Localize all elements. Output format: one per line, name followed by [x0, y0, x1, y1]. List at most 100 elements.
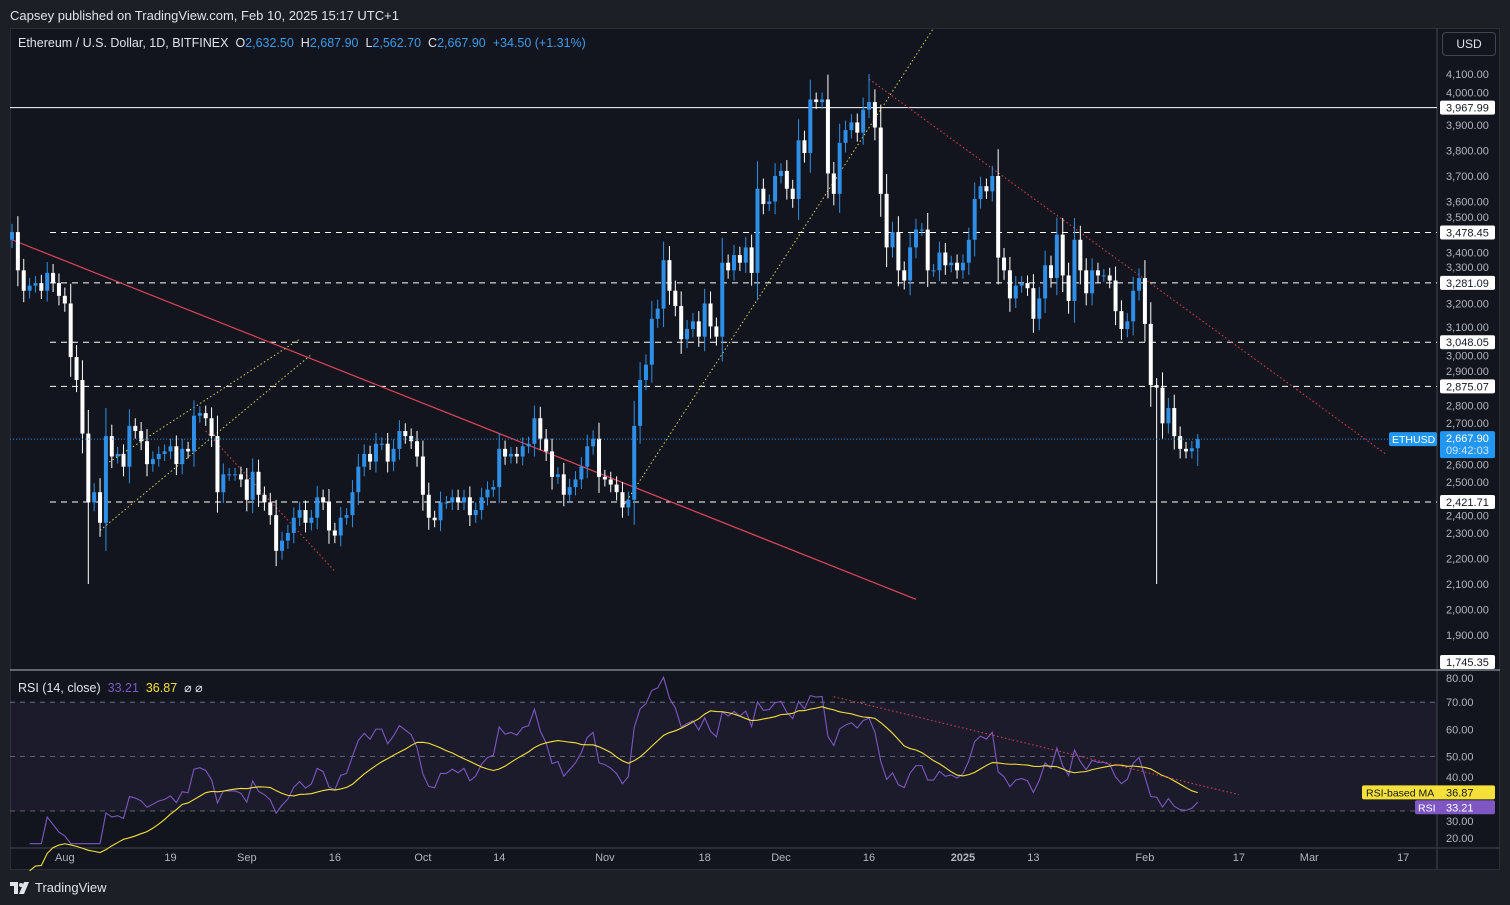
- candle-body: [861, 109, 866, 133]
- candle-body: [561, 474, 566, 495]
- candle-body: [444, 502, 449, 504]
- rsi-ma-line: [29, 706, 1198, 872]
- candle-body: [1137, 278, 1142, 291]
- candle-body: [966, 239, 971, 263]
- rsi-tick-label: 40.00: [1446, 772, 1474, 784]
- candle-body: [632, 425, 637, 500]
- candle-body: [127, 425, 132, 467]
- level-price-badge: [1440, 379, 1495, 394]
- time-tick-label: 16: [863, 852, 875, 864]
- candle-body: [984, 186, 989, 192]
- candle-body: [103, 436, 108, 523]
- candle-body: [80, 380, 85, 434]
- candle-body: [174, 446, 179, 465]
- candle-body: [415, 441, 420, 457]
- open-label: O: [235, 36, 246, 50]
- candle-body: [397, 431, 402, 449]
- candle-body: [1101, 275, 1106, 277]
- time-tick-label: 16: [329, 852, 341, 864]
- rsi-value: 33.21: [107, 681, 139, 695]
- candle-body: [1084, 270, 1089, 294]
- candle-body: [872, 102, 877, 128]
- level-price-label: 3,281.09: [1446, 278, 1489, 290]
- candle-body: [708, 303, 713, 327]
- candle-body: [1060, 234, 1065, 276]
- candle-body: [1095, 270, 1100, 276]
- currency-button[interactable]: USD: [1442, 32, 1496, 56]
- candle-body: [27, 285, 32, 291]
- candle-body: [761, 188, 766, 205]
- candle-body: [115, 453, 120, 457]
- price-tick-label: 3,500.00: [1446, 212, 1489, 224]
- change-value: +34.50 (+1.31%): [492, 36, 586, 50]
- candle-body: [667, 260, 672, 291]
- candle-body: [831, 173, 836, 194]
- price-tick-label: 4,000.00: [1446, 88, 1489, 100]
- candle-body: [297, 510, 302, 518]
- symbol-badge: [1389, 432, 1437, 447]
- rsi-tick-label: 20.00: [1446, 833, 1474, 845]
- price-tick-label: 2,400.00: [1446, 511, 1489, 523]
- candle-body: [1142, 278, 1147, 324]
- candle-body: [679, 306, 684, 340]
- candle-body: [720, 262, 725, 337]
- candle-body: [1078, 239, 1083, 271]
- candle-body: [955, 262, 960, 271]
- candle-body: [913, 229, 918, 248]
- candle-body: [203, 413, 208, 419]
- candle-body: [274, 515, 279, 551]
- candle-body: [326, 502, 331, 531]
- rsi-ma-badge: [1362, 785, 1495, 800]
- rsi-legend: RSI (14, close) 33.21 36.87 ⌀ ⌀: [18, 680, 203, 695]
- candle-body: [92, 492, 97, 503]
- candle-body: [931, 270, 936, 272]
- candle-body: [227, 474, 232, 476]
- candle-body: [661, 260, 666, 309]
- candle-body: [385, 443, 390, 462]
- candle-body: [332, 530, 337, 536]
- symbol-badge-label: ETHUSD: [1392, 434, 1436, 446]
- candle-body: [520, 446, 525, 457]
- candle-body: [990, 176, 995, 192]
- rsi-tick-label: 60.00: [1446, 724, 1474, 736]
- candle-body: [690, 321, 695, 329]
- price-tick-label: 2,200.00: [1446, 554, 1489, 566]
- price-tick-label: 1,900.00: [1446, 630, 1489, 642]
- candle-body: [802, 140, 807, 154]
- trendline: [622, 27, 935, 508]
- candle-body: [150, 459, 155, 465]
- candle-body: [702, 303, 707, 337]
- candle-body: [215, 436, 220, 493]
- candle-body: [996, 176, 1001, 258]
- candle-body: [1166, 408, 1171, 424]
- candle-body: [21, 270, 26, 291]
- candle-body: [814, 99, 819, 103]
- candle-body: [109, 436, 114, 457]
- chart-frame: [10, 28, 1500, 870]
- price-tick-label: 2,100.00: [1446, 579, 1489, 591]
- rsi-extra: ⌀ ⌀: [184, 681, 203, 695]
- rsi-ma-badge-label: RSI-based MA: [1366, 787, 1434, 799]
- candle-body: [74, 357, 79, 380]
- price-tick-label: 3,200.00: [1446, 299, 1489, 311]
- candle-body: [485, 489, 490, 498]
- candle-body: [338, 517, 343, 536]
- candle-body: [943, 252, 948, 266]
- candle-body: [285, 533, 290, 541]
- time-tick-label: Nov: [595, 852, 615, 864]
- candle-body: [262, 494, 267, 503]
- candle-body: [121, 453, 126, 467]
- candle-body: [479, 497, 484, 511]
- candle-body: [673, 290, 678, 307]
- candle-body: [749, 247, 754, 273]
- candle-body: [1131, 290, 1136, 322]
- time-tick-label: Sep: [237, 852, 257, 864]
- candle-body: [186, 448, 191, 452]
- candle-body: [467, 497, 472, 516]
- rsi-badge-value: 33.21: [1446, 802, 1474, 814]
- time-tick-label: 13: [1027, 852, 1039, 864]
- candle-body: [62, 295, 67, 304]
- candle-body: [168, 446, 173, 452]
- price-tick-label: 3,400.00: [1446, 248, 1489, 260]
